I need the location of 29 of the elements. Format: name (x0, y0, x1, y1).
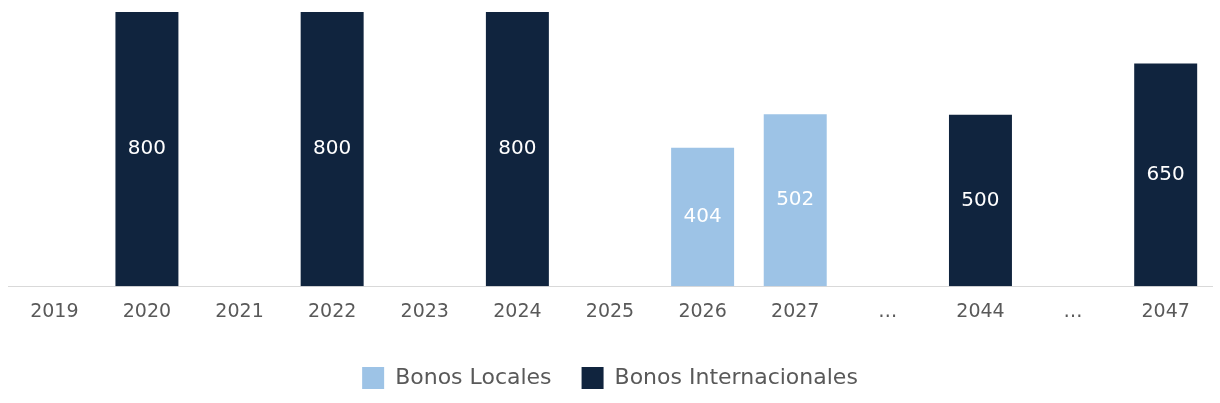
bar (763, 114, 827, 287)
bar (115, 12, 179, 287)
x-tick-label: 2047 (1141, 298, 1190, 321)
data-label: 500 (961, 186, 1000, 211)
bar (300, 12, 364, 287)
x-tick-label: … (1063, 298, 1083, 321)
bar (1134, 63, 1198, 287)
data-label: 404 (683, 203, 722, 228)
data-label: 800 (127, 135, 167, 160)
x-tick-label: 2019 (30, 298, 79, 321)
x-tick-label: 2044 (956, 298, 1005, 321)
data-label: 800 (313, 135, 352, 160)
bar (671, 147, 735, 287)
x-tick-label: 2025 (585, 298, 635, 321)
x-tick-label: 2027 (771, 298, 820, 321)
legend-label: Bonos Internacionales (614, 363, 858, 389)
legend-label: Bonos Locales (395, 363, 552, 389)
x-tick-label: 2021 (215, 298, 264, 321)
data-label: 650 (1146, 161, 1185, 186)
data-label: 800 (498, 135, 537, 160)
data-label: 502 (776, 186, 815, 211)
x-tick-label: 2023 (400, 298, 449, 321)
x-tick-label: … (878, 298, 898, 321)
x-tick-label: 2026 (678, 298, 727, 321)
bar (948, 114, 1012, 287)
x-tick-label: 2020 (122, 298, 172, 321)
x-tick-label: 2024 (493, 298, 542, 321)
bar (485, 12, 549, 287)
x-tick-label: 2022 (307, 298, 357, 321)
